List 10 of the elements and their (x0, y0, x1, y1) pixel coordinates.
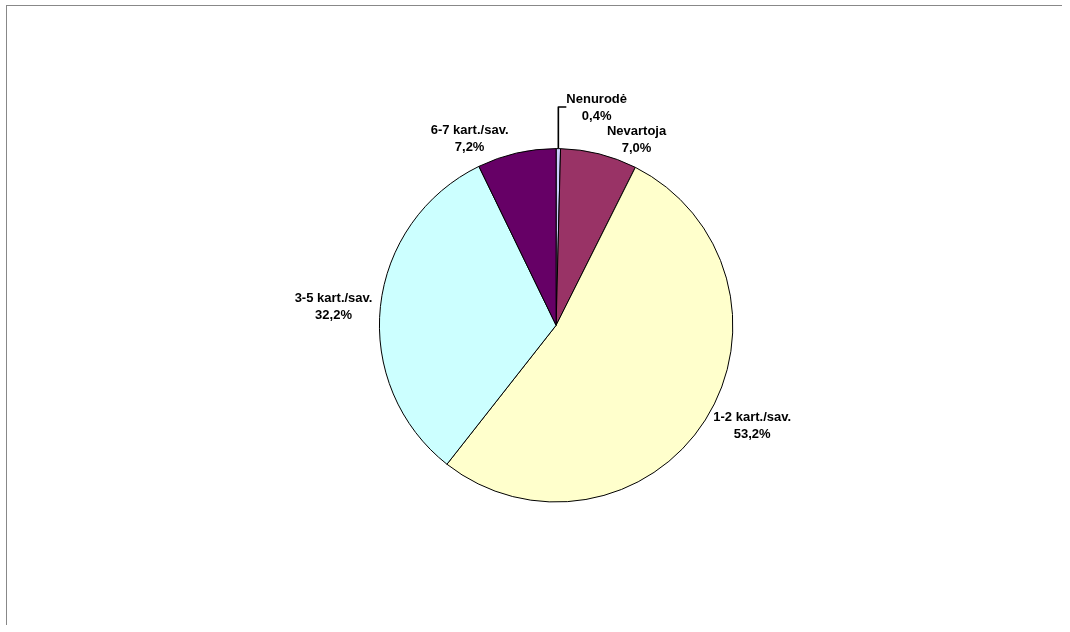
slice-label: 3-5 kart./sav. (294, 290, 373, 306)
data-label: 53,2% (733, 425, 772, 441)
data-label: 0,4% (581, 107, 612, 123)
data-label: 7,0% (621, 139, 652, 155)
slice-label: Nenurodė (566, 91, 627, 107)
slice-label: 6-7 kart./sav. (430, 122, 509, 137)
slice-label: 1-2 kart./sav. (713, 408, 792, 424)
data-label: 32,2% (315, 307, 353, 323)
data-label: 7,2% (454, 138, 485, 154)
slice-label: Nevartoja (606, 122, 667, 138)
